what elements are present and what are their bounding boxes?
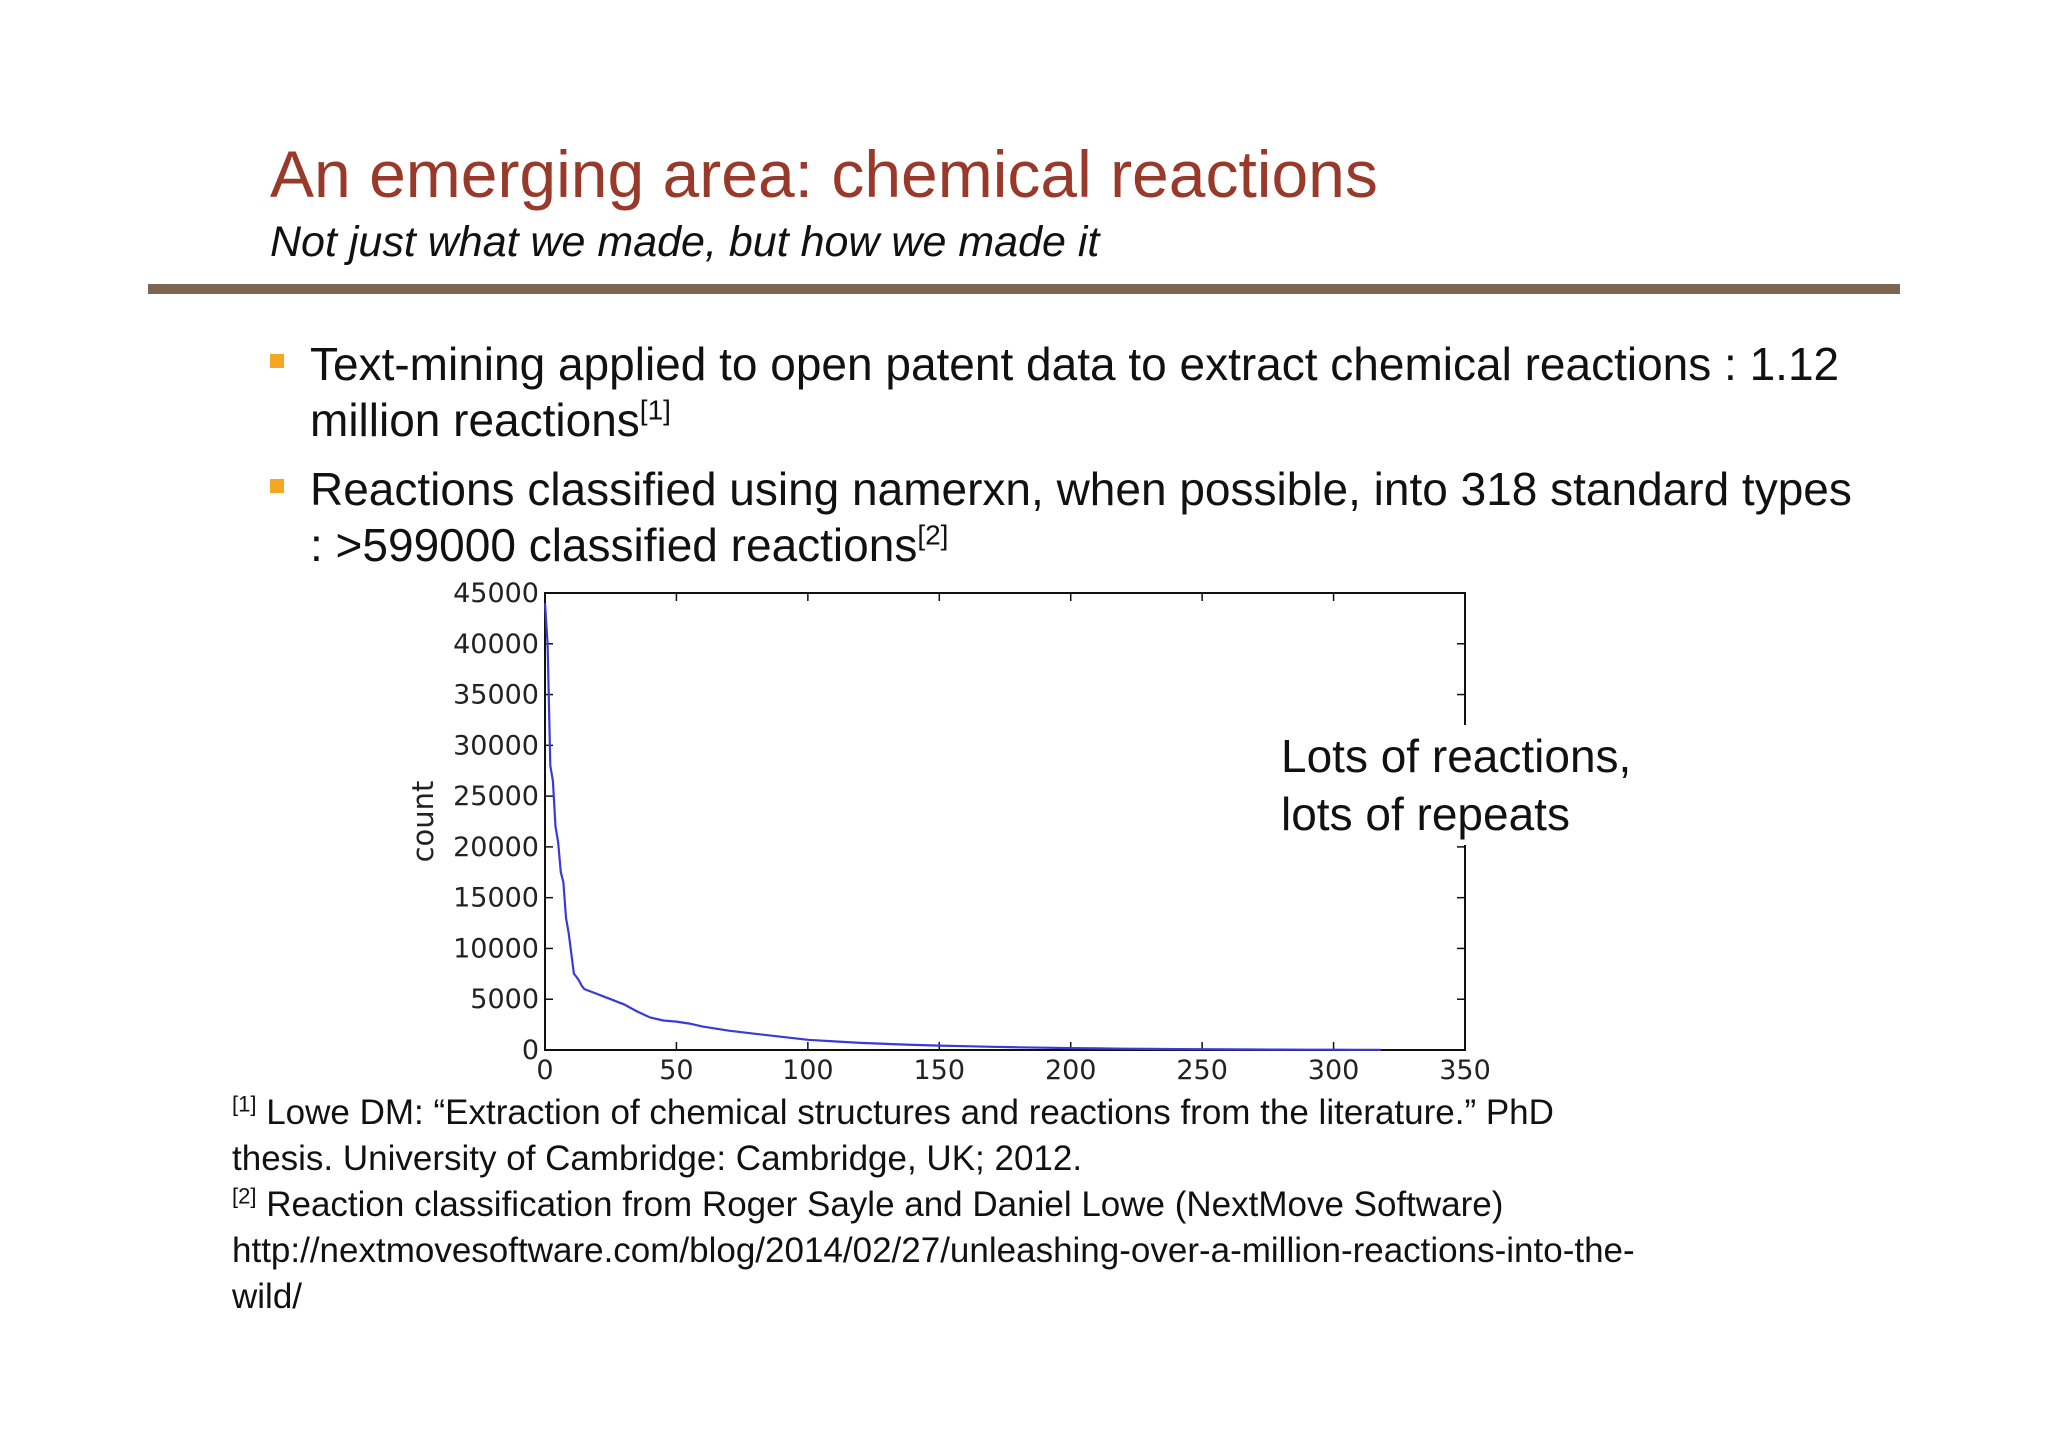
x-tick-label: 200 bbox=[1045, 1055, 1097, 1086]
citation-marker: [1] bbox=[639, 394, 671, 426]
x-tick-label: 350 bbox=[1439, 1055, 1491, 1086]
bullet-text-body: Reactions classified using namerxn, when… bbox=[310, 463, 1852, 571]
reference-text: Lowe DM: “Extraction of chemical structu… bbox=[266, 1093, 1554, 1132]
references: [1] Lowe DM: “Extraction of chemical str… bbox=[232, 1090, 1832, 1320]
series-line bbox=[543, 603, 1381, 1051]
reference-url[interactable]: http://nextmovesoftware.com/blog/2014/02… bbox=[232, 1231, 1635, 1270]
reference-marker: [1] bbox=[232, 1091, 257, 1117]
x-tick-label: 50 bbox=[659, 1055, 693, 1086]
bullet-square-icon bbox=[270, 354, 284, 368]
y-tick-label: 20000 bbox=[453, 832, 539, 863]
bullet-text-body: Text-mining applied to open patent data … bbox=[310, 338, 1840, 446]
x-tick-label: 300 bbox=[1308, 1055, 1360, 1086]
bullet-square-icon bbox=[270, 479, 284, 493]
annotation-line: lots of repeats bbox=[1281, 788, 1570, 840]
bullet-item: Text-mining applied to open patent data … bbox=[270, 336, 1870, 448]
title-divider bbox=[148, 284, 1900, 294]
x-tick-label: 0 bbox=[536, 1055, 553, 1086]
reference-line: [1] Lowe DM: “Extraction of chemical str… bbox=[232, 1090, 1832, 1136]
y-tick-label: 5000 bbox=[470, 984, 539, 1015]
y-tick-label: 35000 bbox=[453, 680, 539, 711]
y-tick-label: 10000 bbox=[453, 933, 539, 964]
y-axis-label: count bbox=[406, 781, 440, 863]
y-tick-label: 0 bbox=[522, 1035, 539, 1066]
citation-marker: [2] bbox=[917, 519, 949, 551]
annotation-line: Lots of reactions, bbox=[1281, 730, 1632, 782]
bullet-text: Text-mining applied to open patent data … bbox=[310, 336, 1870, 448]
y-tick-label: 15000 bbox=[453, 883, 539, 914]
x-tick-label: 150 bbox=[914, 1055, 966, 1086]
reference-url-continued[interactable]: wild/ bbox=[232, 1277, 303, 1316]
chart-annotation: Lots of reactions, lots of repeats bbox=[1275, 725, 1638, 845]
y-tick-label: 30000 bbox=[453, 730, 539, 761]
bullet-item: Reactions classified using namerxn, when… bbox=[270, 461, 1870, 573]
bullet-text: Reactions classified using namerxn, when… bbox=[310, 461, 1870, 573]
reference-text: Reaction classification from Roger Sayle… bbox=[266, 1185, 1504, 1224]
x-tick-label: 100 bbox=[782, 1055, 834, 1086]
y-tick-label: 40000 bbox=[453, 629, 539, 660]
slide-title: An emerging area: chemical reactions bbox=[270, 137, 1378, 211]
reaction-count-chart: 0 50 100 150 200 250 300 350 0 5000 10000 15000 2000… bbox=[406, 578, 1491, 1086]
y-tick-label: 45000 bbox=[453, 578, 539, 609]
x-tick-label: 250 bbox=[1176, 1055, 1228, 1086]
reference-line: [2] Reaction classification from Roger S… bbox=[232, 1182, 1832, 1228]
slide-subtitle: Not just what we made, but how we made i… bbox=[270, 218, 1100, 266]
y-tick-label: 25000 bbox=[453, 781, 539, 812]
reference-line: thesis. University of Cambridge: Cambrid… bbox=[232, 1139, 1083, 1178]
reference-marker: [2] bbox=[232, 1183, 257, 1209]
